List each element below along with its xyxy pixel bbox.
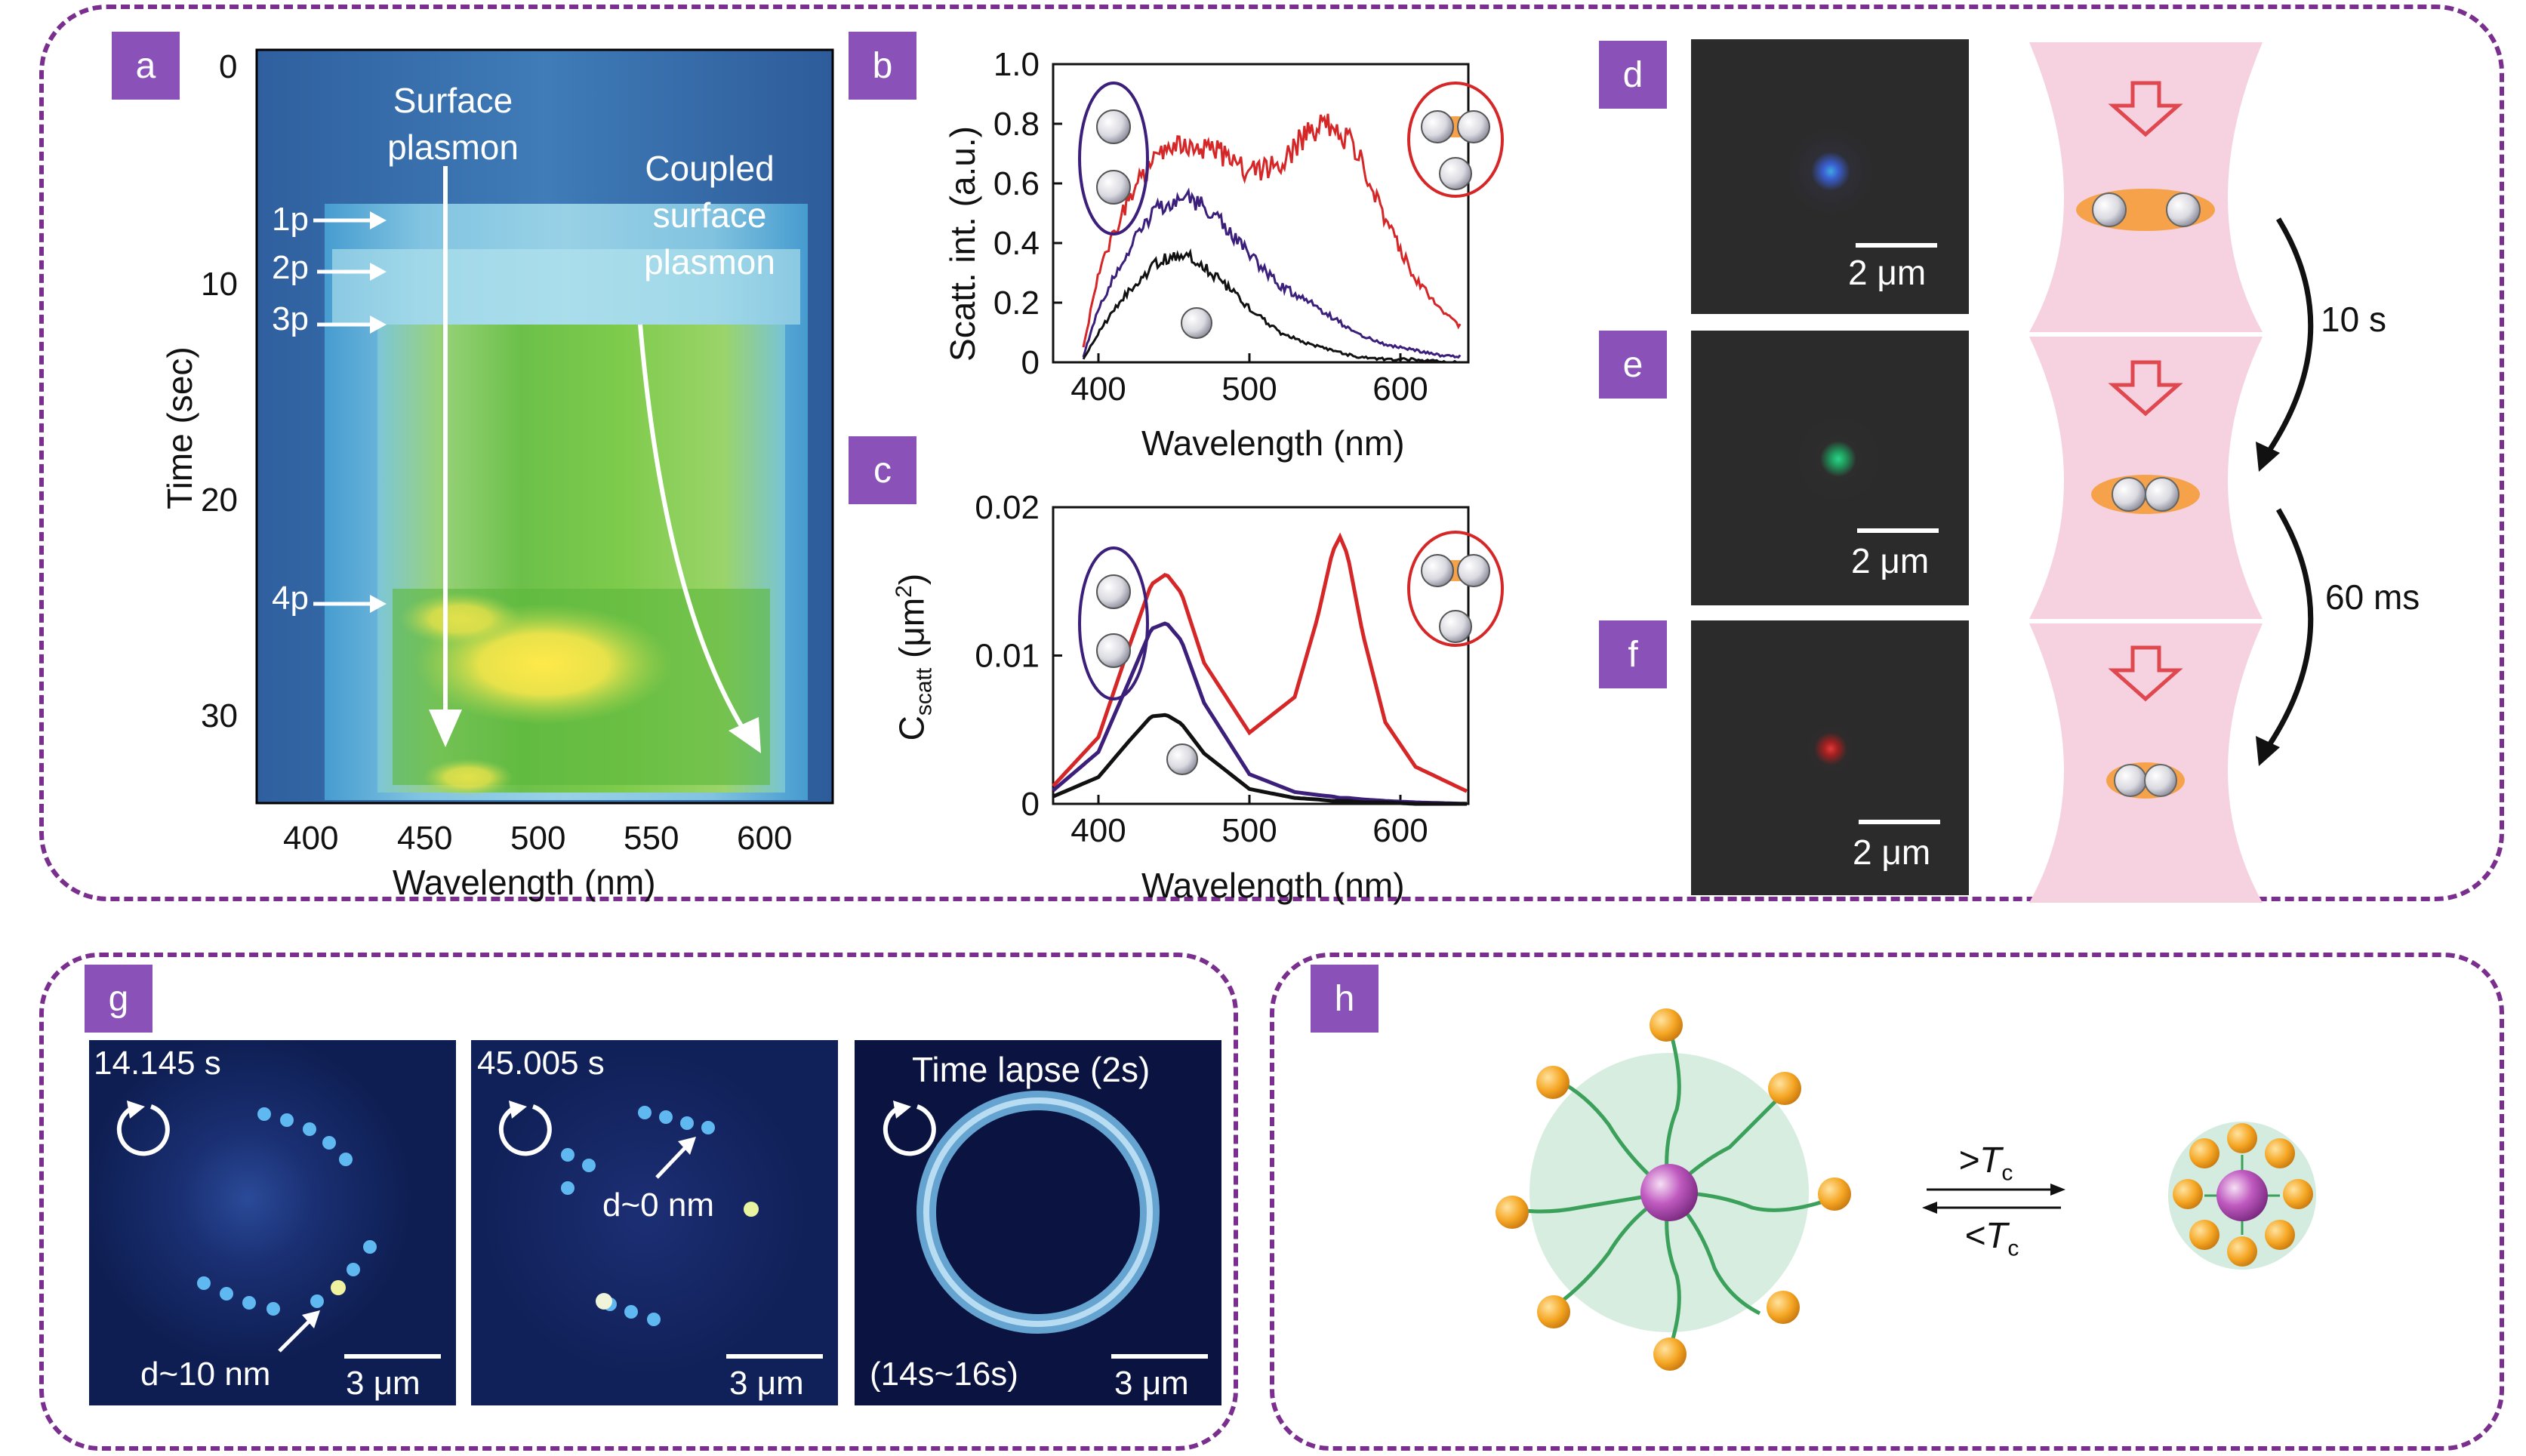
g1-scale-label: 3 μm bbox=[346, 1365, 420, 1402]
c-ytick-label: 0.01 bbox=[975, 638, 1040, 675]
a-xtick-450: 450 bbox=[397, 820, 453, 857]
b-xtick-label: 400 bbox=[1070, 371, 1126, 408]
arrow-label-surface-plasmon: Surface plasmon bbox=[387, 81, 519, 167]
a-xtick-550: 550 bbox=[624, 820, 679, 857]
g3-time: Time lapse (2s) bbox=[912, 1050, 1151, 1089]
panel-label-e: e bbox=[1599, 331, 1667, 399]
frame-top bbox=[39, 5, 2504, 901]
c-xtick-label: 400 bbox=[1070, 812, 1126, 849]
micrograph-g1 bbox=[89, 1040, 456, 1405]
scalebar-d bbox=[1856, 243, 1937, 248]
micrograph-f bbox=[1691, 620, 1969, 895]
g1-scalebar bbox=[344, 1354, 441, 1359]
b-xtick-label: 500 bbox=[1221, 371, 1277, 408]
h-backward-label: <Tc bbox=[1964, 1216, 2019, 1261]
c-ytick-label: 0 bbox=[1021, 786, 1040, 823]
b-ytick-label: 0.4 bbox=[993, 225, 1040, 262]
c-xtick-label: 600 bbox=[1372, 812, 1428, 849]
panel-label-h: h bbox=[1311, 965, 1379, 1033]
scalebar-label-f: 2 μm bbox=[1853, 833, 1931, 872]
c-series-black bbox=[1052, 713, 1467, 806]
c-series-red bbox=[1052, 532, 1468, 793]
micrograph-d bbox=[1691, 39, 1969, 314]
a-ytick-30: 30 bbox=[201, 697, 238, 734]
c-xlabel: Wavelength (nm) bbox=[1141, 866, 1405, 905]
g2-time: 45.005 s bbox=[477, 1045, 605, 1082]
g3-scale-label: 3 μm bbox=[1114, 1365, 1189, 1402]
b-ytick-label: 0.8 bbox=[993, 106, 1040, 143]
scalebar-label-e: 2 μm bbox=[1851, 541, 1930, 580]
c-ytick-label: 0.02 bbox=[975, 489, 1040, 526]
a-ytick-20: 20 bbox=[201, 482, 238, 519]
h-forward-label: >Tc bbox=[1958, 1140, 2013, 1186]
scalebar-f bbox=[1859, 820, 1940, 824]
g1-annotation: d~10 nm bbox=[140, 1356, 271, 1393]
micrograph-e bbox=[1691, 331, 1969, 605]
panel-label-a: a bbox=[112, 32, 180, 100]
b-xtick-label: 600 bbox=[1372, 371, 1428, 408]
frame-g bbox=[39, 953, 1238, 1451]
micrograph-g2 bbox=[471, 1040, 838, 1405]
a-xtick-600: 600 bbox=[737, 820, 793, 857]
b-ytick-label: 0 bbox=[1021, 344, 1040, 381]
time-label-60ms: 60 ms bbox=[2325, 577, 2420, 617]
g3-annotation: (14s~16s) bbox=[870, 1356, 1018, 1393]
b-axes-frame bbox=[1052, 63, 1470, 364]
a-ytick-10: 10 bbox=[201, 266, 238, 303]
g2-scalebar bbox=[726, 1354, 823, 1359]
scalebar-label-d: 2 μm bbox=[1848, 253, 1927, 292]
g1-time: 14.145 s bbox=[94, 1045, 221, 1082]
panel-label-c: c bbox=[849, 436, 916, 504]
a-xlabel: Wavelength (nm) bbox=[393, 863, 656, 902]
scalebar-e bbox=[1857, 528, 1939, 533]
time-label-10s: 10 s bbox=[2321, 300, 2386, 339]
a-ytick-0: 0 bbox=[219, 48, 238, 85]
b-series-black bbox=[1082, 248, 1461, 364]
g3-scalebar bbox=[1111, 1354, 1208, 1359]
b-series-purple bbox=[1082, 187, 1462, 359]
g2-scale-label: 3 μm bbox=[729, 1365, 804, 1402]
a-xtick-400: 400 bbox=[283, 820, 339, 857]
c-xtick-label: 500 bbox=[1221, 812, 1277, 849]
a-xtick-500: 500 bbox=[510, 820, 566, 857]
panel-label-g: g bbox=[85, 965, 152, 1033]
b-ytick-label: 1.0 bbox=[993, 46, 1040, 83]
panel-label-b: b bbox=[849, 32, 916, 100]
particle-marker-3p: 3p bbox=[272, 300, 309, 337]
b-xlabel: Wavelength (nm) bbox=[1141, 423, 1405, 463]
particle-marker-1p: 1p bbox=[272, 201, 309, 238]
panel-label-f: f bbox=[1599, 620, 1667, 688]
b-ytick-label: 0.2 bbox=[993, 285, 1040, 322]
g2-annotation: d~0 nm bbox=[602, 1187, 714, 1224]
panel-label-d: d bbox=[1599, 41, 1667, 109]
particle-marker-2p: 2p bbox=[272, 249, 309, 286]
frame-h bbox=[1270, 953, 2504, 1451]
particle-marker-4p: 4p bbox=[272, 580, 309, 617]
b-ytick-label: 0.6 bbox=[993, 165, 1040, 202]
arrow-label-coupled-surface-plasmon: Coupled surface plasmon bbox=[644, 149, 775, 282]
